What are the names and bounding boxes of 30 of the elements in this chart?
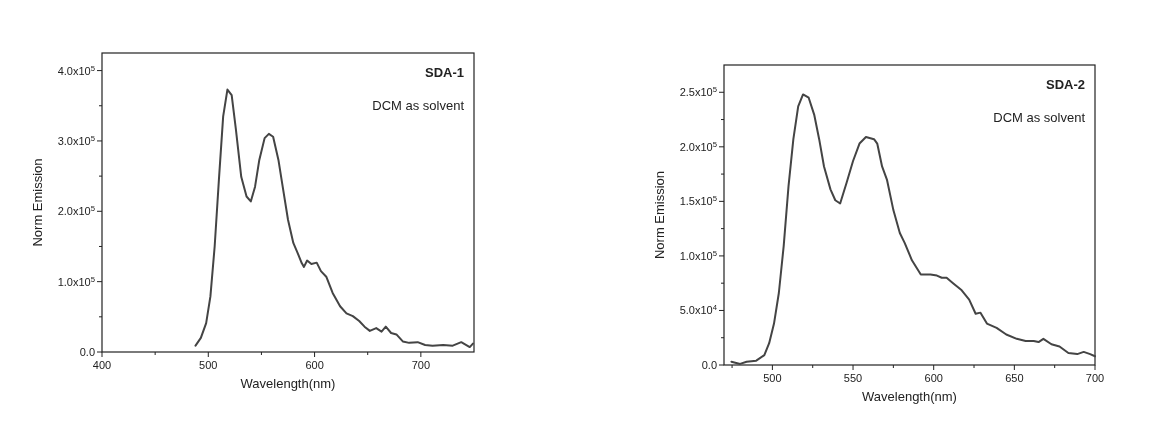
line-series xyxy=(730,93,1096,365)
x-tick-label: 400 xyxy=(92,359,112,371)
y-tick-label: 4.0x10$^{5}$ xyxy=(57,63,95,77)
y-axis-title: Norm Emission xyxy=(652,170,667,260)
y-tick-label: 2.0x10$^{5}$ xyxy=(679,139,717,153)
x-tick-label: 550 xyxy=(843,372,863,384)
annotation: DCM as solvent xyxy=(993,110,1086,125)
x-tick-label: 600 xyxy=(305,359,324,371)
y-tick-label: 2.0x10$^{5}$ xyxy=(57,203,95,218)
y-tick-label: 1.0x10$^{5}$ xyxy=(679,248,717,262)
y-tick-label: 1.5x10$^{5}$ xyxy=(679,193,717,208)
annotation: SDA-1 xyxy=(424,65,464,80)
annotation: DCM as solvent xyxy=(372,98,465,113)
x-tick-label: 700 xyxy=(1085,372,1105,384)
y-tick-label: 1.0x10$^{5}$ xyxy=(57,274,95,288)
annotation: SDA-2 xyxy=(1045,77,1085,92)
line-series xyxy=(194,88,474,349)
x-tick-label: 600 xyxy=(924,372,943,384)
y-tick-label: 5.0x10$^{4}$ xyxy=(679,302,718,317)
x-axis-title: Wavelength(nm) xyxy=(862,389,957,404)
x-tick-label: 650 xyxy=(1005,372,1024,384)
y-tick-label: 0.0 xyxy=(79,346,95,358)
x-tick-label: 700 xyxy=(411,359,431,371)
x-tick-label: 500 xyxy=(199,359,218,371)
x-axis-title: Wavelength(nm) xyxy=(240,376,336,391)
x-tick-label: 500 xyxy=(763,372,782,384)
y-axis-title: Norm Emission xyxy=(30,158,45,247)
y-tick-label: 0.0 xyxy=(701,359,717,371)
y-tick-label: 3.0x10$^{5}$ xyxy=(57,133,95,147)
y-tick-label: 2.5x10$^{5}$ xyxy=(679,84,717,99)
